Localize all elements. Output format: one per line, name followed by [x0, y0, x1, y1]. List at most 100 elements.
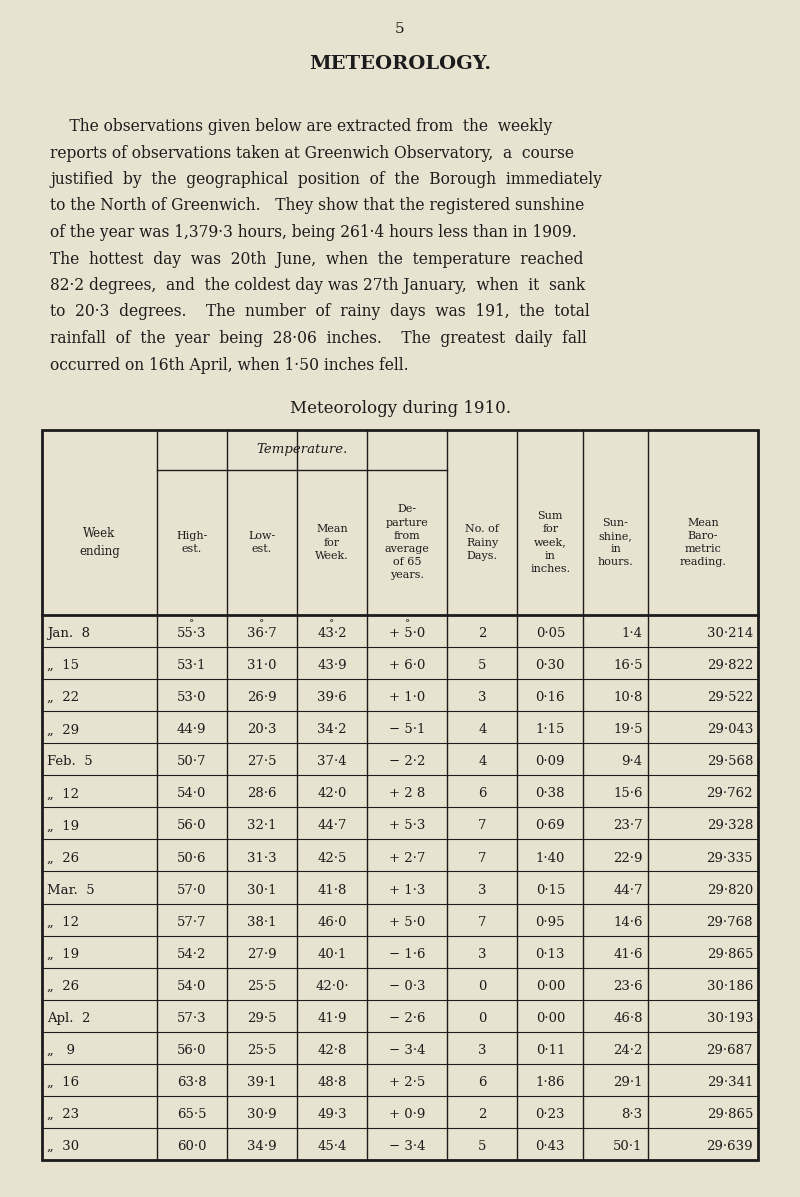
- Text: 30·214: 30·214: [706, 627, 753, 640]
- Text: Sum
for
week,
in
inches.: Sum for week, in inches.: [530, 511, 570, 573]
- Text: to the North of Greenwich.   They show that the registered sunshine: to the North of Greenwich. They show tha…: [50, 198, 584, 214]
- Text: 0·69: 0·69: [535, 820, 565, 832]
- Text: 44·9: 44·9: [177, 723, 206, 736]
- Text: 29·639: 29·639: [706, 1140, 753, 1153]
- Text: 27·5: 27·5: [247, 755, 277, 768]
- Text: to  20·3  degrees.    The  number  of  rainy  days  was  191,  the  total: to 20·3 degrees. The number of rainy day…: [50, 304, 590, 321]
- Text: + 5·0: + 5·0: [389, 627, 426, 640]
- Text: 6: 6: [478, 788, 486, 801]
- Text: 27·9: 27·9: [247, 948, 277, 961]
- Text: De-
parture
from
average
of 65
years.: De- parture from average of 65 years.: [385, 504, 430, 581]
- Text: 29·865: 29·865: [706, 1108, 753, 1120]
- Text: 29·865: 29·865: [706, 948, 753, 961]
- Text: 0: 0: [478, 979, 486, 992]
- Text: 0·38: 0·38: [536, 788, 565, 801]
- Text: 29·335: 29·335: [706, 851, 753, 864]
- Text: 56·0: 56·0: [177, 1044, 206, 1057]
- Text: − 1·6: − 1·6: [389, 948, 426, 961]
- Text: 57·0: 57·0: [177, 883, 206, 897]
- Text: 0·11: 0·11: [536, 1044, 565, 1057]
- Text: 0·95: 0·95: [536, 916, 565, 929]
- Text: 54·2: 54·2: [177, 948, 206, 961]
- Text: 36·7: 36·7: [247, 627, 277, 640]
- Text: 19·5: 19·5: [614, 723, 642, 736]
- Text: 29·1: 29·1: [614, 1076, 642, 1089]
- Text: Meteorology during 1910.: Meteorology during 1910.: [290, 400, 510, 417]
- Text: 1·4: 1·4: [622, 627, 642, 640]
- Text: Week
ending: Week ending: [79, 527, 120, 558]
- Text: 54·0: 54·0: [177, 788, 206, 801]
- Text: of the year was 1,379·3 hours, being 261·4 hours less than in 1909.: of the year was 1,379·3 hours, being 261…: [50, 224, 577, 241]
- Text: + 2·5: + 2·5: [389, 1076, 426, 1089]
- Text: 34·2: 34·2: [318, 723, 346, 736]
- Text: 1·86: 1·86: [536, 1076, 565, 1089]
- Text: 0·00: 0·00: [536, 1011, 565, 1025]
- Text: + 1·3: + 1·3: [389, 883, 426, 897]
- Text: „  26: „ 26: [47, 851, 79, 864]
- Text: The observations given below are extracted from  the  weekly: The observations given below are extract…: [50, 119, 552, 135]
- Text: 44·7: 44·7: [614, 883, 642, 897]
- Text: 31·0: 31·0: [247, 660, 277, 673]
- Text: „  26: „ 26: [47, 979, 79, 992]
- Text: 0·13: 0·13: [536, 948, 565, 961]
- Text: + 2 8: + 2 8: [389, 788, 426, 801]
- Text: 28·6: 28·6: [247, 788, 277, 801]
- Text: Apl.  2: Apl. 2: [47, 1011, 90, 1025]
- Text: 5: 5: [395, 22, 405, 36]
- Text: 3: 3: [478, 948, 486, 961]
- Text: 43·2: 43·2: [318, 627, 346, 640]
- Text: 3: 3: [478, 691, 486, 704]
- Text: 0·00: 0·00: [536, 979, 565, 992]
- Text: 25·5: 25·5: [247, 979, 277, 992]
- Text: 7: 7: [478, 820, 486, 832]
- Text: 29·341: 29·341: [706, 1076, 753, 1089]
- Text: 25·5: 25·5: [247, 1044, 277, 1057]
- Text: 29·822: 29·822: [706, 660, 753, 673]
- Text: 3: 3: [478, 1044, 486, 1057]
- Text: + 6·0: + 6·0: [389, 660, 426, 673]
- Text: 14·6: 14·6: [614, 916, 642, 929]
- Text: 57·7: 57·7: [177, 916, 206, 929]
- Text: 82·2 degrees,  and  the coldest day was 27th January,  when  it  sank: 82·2 degrees, and the coldest day was 27…: [50, 277, 586, 294]
- Text: 57·3: 57·3: [177, 1011, 206, 1025]
- Text: 34·9: 34·9: [247, 1140, 277, 1153]
- Text: 29·568: 29·568: [706, 755, 753, 768]
- Text: „  30: „ 30: [47, 1140, 79, 1153]
- Text: 8·3: 8·3: [622, 1108, 642, 1120]
- Text: − 5·1: − 5·1: [389, 723, 426, 736]
- Text: 65·5: 65·5: [177, 1108, 206, 1120]
- Text: 45·4: 45·4: [318, 1140, 346, 1153]
- Text: 42·8: 42·8: [318, 1044, 346, 1057]
- Text: + 1·0: + 1·0: [389, 691, 426, 704]
- Text: „  22: „ 22: [47, 691, 79, 704]
- Text: − 3·4: − 3·4: [389, 1044, 426, 1057]
- Text: − 2·6: − 2·6: [389, 1011, 426, 1025]
- Text: 4: 4: [478, 723, 486, 736]
- Text: METEOROLOGY.: METEOROLOGY.: [309, 55, 491, 73]
- Text: „  16: „ 16: [47, 1076, 79, 1089]
- Text: 0·16: 0·16: [536, 691, 565, 704]
- Text: 43·9: 43·9: [317, 660, 346, 673]
- Text: 53·0: 53·0: [177, 691, 206, 704]
- Text: 50·1: 50·1: [614, 1140, 642, 1153]
- Text: 2: 2: [478, 627, 486, 640]
- Text: 63·8: 63·8: [177, 1076, 206, 1089]
- Text: − 2·2: − 2·2: [389, 755, 426, 768]
- Text: 0·15: 0·15: [536, 883, 565, 897]
- Text: „  29: „ 29: [47, 723, 79, 736]
- Text: + 5·0: + 5·0: [389, 916, 426, 929]
- Text: The  hottest  day  was  20th  June,  when  the  temperature  reached: The hottest day was 20th June, when the …: [50, 250, 583, 267]
- Text: 30·186: 30·186: [706, 979, 753, 992]
- Text: „  12: „ 12: [47, 788, 79, 801]
- Text: 6: 6: [478, 1076, 486, 1089]
- Text: Low-
est.: Low- est.: [248, 531, 275, 554]
- Text: Temperature.: Temperature.: [256, 444, 347, 456]
- Text: 31·3: 31·3: [247, 851, 277, 864]
- Text: 54·0: 54·0: [177, 979, 206, 992]
- Text: reports of observations taken at Greenwich Observatory,  a  course: reports of observations taken at Greenwi…: [50, 145, 574, 162]
- Text: + 2·7: + 2·7: [389, 851, 426, 864]
- Text: 29·768: 29·768: [706, 916, 753, 929]
- Text: Feb.  5: Feb. 5: [47, 755, 93, 768]
- Text: 0·05: 0·05: [536, 627, 565, 640]
- Text: °: °: [259, 620, 265, 628]
